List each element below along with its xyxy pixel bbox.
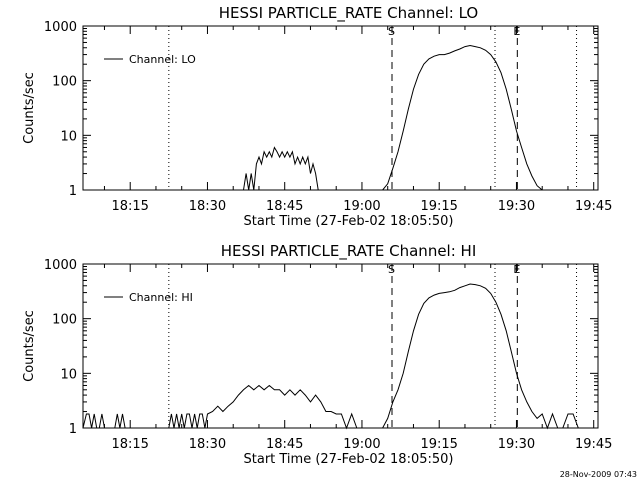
x-tick-label: 18:45 xyxy=(266,199,303,214)
x-tick-label: 18:15 xyxy=(111,437,148,452)
series-line xyxy=(83,44,598,191)
x-tick-label: 19:00 xyxy=(343,199,380,214)
plot-frame xyxy=(82,263,599,429)
x-tick-label: 19:45 xyxy=(575,199,612,214)
y-tick-label: 1000 xyxy=(44,258,77,273)
y-tick-label: 100 xyxy=(52,313,77,328)
y-tick-label: 1 xyxy=(69,184,77,199)
footer-timestamp: 28-Nov-2009 07:43 xyxy=(560,470,637,479)
x-tick-label: 18:15 xyxy=(111,199,148,214)
legend-label: Channel: HI xyxy=(129,291,193,304)
y-tick-label: 10 xyxy=(60,129,77,144)
y-axis-label: Counts/sec xyxy=(22,310,37,382)
marker-label: E xyxy=(513,25,520,38)
x-tick-label: 19:30 xyxy=(498,437,535,452)
chart-title: HESSI PARTICLE_RATE Channel: LO xyxy=(219,4,478,23)
y-tick-label: 1000 xyxy=(44,20,77,35)
marker-label: E xyxy=(513,263,520,276)
chart-title: HESSI PARTICLE_RATE Channel: HI xyxy=(221,242,477,261)
x-tick-label: 18:30 xyxy=(189,199,226,214)
y-tick-label: 10 xyxy=(60,367,77,382)
x-tick-label: 19:45 xyxy=(575,437,612,452)
x-tick-label: 19:15 xyxy=(420,199,457,214)
marker-label: S xyxy=(388,25,395,38)
x-tick-label: 18:30 xyxy=(189,437,226,452)
x-axis-label: Start Time (27-Feb-02 18:05:50) xyxy=(244,452,454,467)
x-tick-label: 19:15 xyxy=(420,437,457,452)
x-tick-label: 18:45 xyxy=(266,437,303,452)
y-tick-label: 1 xyxy=(69,422,77,437)
y-axis-label: Counts/sec xyxy=(22,72,37,144)
panel-channel-hi: HESSI PARTICLE_RATE Channel: HI 1 10 100 100… xyxy=(22,242,612,467)
series-line xyxy=(82,283,598,430)
x-tick-label: 19:00 xyxy=(343,437,380,452)
plot-frame xyxy=(82,25,599,191)
y-tick-label: 100 xyxy=(52,75,77,90)
panel-channel-lo: HESSI PARTICLE_RATE Channel: LO 1 10 100 100… xyxy=(22,4,612,229)
x-tick-label: 19:30 xyxy=(498,199,535,214)
x-axis-label: Start Time (27-Feb-02 18:05:50) xyxy=(244,214,454,229)
legend-label: Channel: LO xyxy=(129,53,196,66)
marker-label: S xyxy=(388,263,395,276)
